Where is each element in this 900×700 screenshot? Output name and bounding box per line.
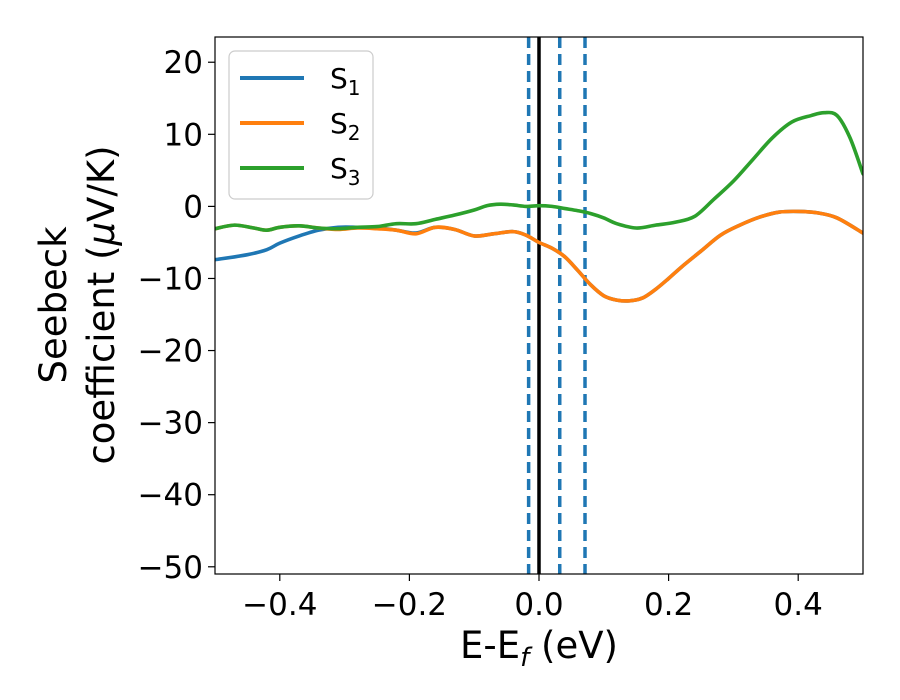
x-tick-label: −0.4 xyxy=(242,587,317,623)
y-tick-label: −10 xyxy=(138,261,203,297)
y-tick-label: 20 xyxy=(164,45,203,81)
vertical-marker-lines xyxy=(526,37,587,574)
legend-label-s2: S2 xyxy=(330,107,361,145)
series-line-s3 xyxy=(215,110,863,232)
y-tick-label: 10 xyxy=(164,117,203,153)
y-tick-label: −30 xyxy=(138,406,203,442)
legend-label-s3: S3 xyxy=(330,152,361,190)
y-axis-ticks: 20 10 0 −10 −20 −30 −40 −50 xyxy=(138,45,215,586)
x-tick-label: 0.2 xyxy=(644,587,693,623)
y-tick-label: 0 xyxy=(183,189,203,225)
x-axis-ticks: −0.4 −0.2 0.0 0.2 0.4 xyxy=(242,574,823,623)
x-tick-label: 0.0 xyxy=(514,587,563,623)
x-tick-label: −0.2 xyxy=(372,587,447,623)
y-axis-title-line1: Seebeck xyxy=(32,226,75,384)
legend: S1 S2 S3 xyxy=(228,50,374,200)
y-axis-title: Seebeck coefficient (μV/K) xyxy=(32,145,123,464)
y-tick-label: −40 xyxy=(138,478,203,514)
y-tick-label: −50 xyxy=(138,550,203,586)
legend-label-s1: S1 xyxy=(330,62,361,100)
x-tick-label: 0.4 xyxy=(774,587,823,623)
y-tick-label: −20 xyxy=(138,334,203,370)
x-axis-title: E-Ef (eV) xyxy=(460,624,618,673)
series-lines xyxy=(215,110,863,303)
y-axis-title-line2: coefficient (μV/K) xyxy=(80,145,123,464)
